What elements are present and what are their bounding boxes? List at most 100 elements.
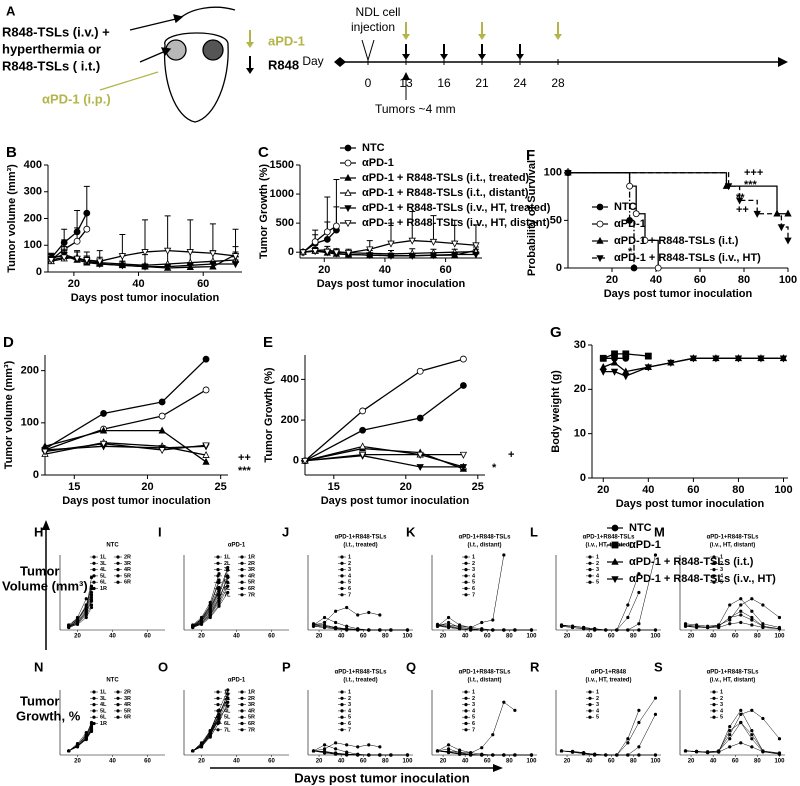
marker	[513, 628, 517, 632]
legend-label: 1L	[224, 554, 231, 560]
legend-marker	[216, 702, 220, 707]
y-tick-label: 50	[550, 214, 562, 226]
marker	[777, 752, 782, 756]
series-line	[304, 358, 464, 462]
marker	[118, 253, 127, 261]
marker	[779, 355, 788, 363]
marker	[89, 603, 94, 607]
series-line	[68, 724, 92, 752]
legend-label: 4R	[248, 708, 255, 714]
series-line	[302, 229, 337, 253]
marker	[75, 620, 80, 625]
legend-label: 7L	[224, 727, 231, 733]
legend-label: 2L	[224, 696, 231, 702]
row-label: Tumor	[20, 563, 59, 578]
legend-label: NTC	[362, 142, 385, 154]
legend-label: 4L	[100, 702, 107, 708]
x-tick-label: 80	[382, 759, 389, 765]
y-tick-label: 0	[556, 262, 562, 274]
panel-label: F	[526, 147, 535, 164]
legend-label: αPD-1	[614, 218, 646, 230]
x-tick-label: 20	[316, 634, 323, 640]
marker	[739, 720, 743, 725]
legend-marker	[92, 574, 96, 578]
marker	[728, 603, 732, 607]
arrow-head	[246, 68, 254, 74]
marker	[593, 753, 597, 757]
legend-label: αPD-1 + R848-TSLs (i.t.)	[629, 556, 754, 568]
legend-marker	[240, 715, 244, 719]
marker	[231, 261, 240, 269]
marker	[75, 617, 80, 621]
annotation: *	[492, 462, 497, 474]
x-tick-label: 100	[774, 759, 785, 765]
legend-marker	[240, 574, 244, 578]
legend-marker	[240, 561, 244, 565]
marker	[99, 426, 108, 434]
y-axis-label: Body weight (g)	[550, 370, 562, 453]
marker	[408, 237, 416, 245]
marker	[469, 750, 473, 755]
arrow-head	[478, 54, 486, 60]
marker	[622, 350, 630, 358]
marker	[637, 572, 641, 576]
marker	[502, 700, 506, 704]
series-line	[192, 716, 220, 752]
y-axis-label: Tumor Growth (%)	[263, 367, 275, 462]
marker	[378, 745, 382, 749]
marker	[332, 222, 340, 230]
legend-marker	[712, 702, 716, 707]
marker	[653, 696, 658, 700]
marker	[208, 613, 212, 617]
y-tick-label: 0	[33, 469, 39, 481]
series-line	[44, 358, 207, 450]
legend-marker	[596, 236, 604, 244]
marker	[89, 728, 94, 732]
marker	[208, 609, 212, 613]
tumor-note: Tumors ~4 mm	[375, 102, 456, 116]
legend-marker	[240, 721, 244, 726]
legend-marker	[344, 205, 352, 213]
marker	[559, 624, 564, 628]
marker	[208, 615, 212, 620]
marker	[344, 249, 353, 257]
marker	[480, 752, 484, 756]
marker	[739, 613, 743, 617]
y-tick-label: 0	[293, 455, 299, 467]
marker	[637, 753, 641, 757]
x-tick-label: 60	[687, 484, 699, 496]
marker	[429, 252, 438, 260]
marker	[99, 440, 108, 448]
ip-label: αPD-1 (i.p.)	[42, 91, 111, 106]
legend-label: 3L	[224, 567, 231, 573]
legend-marker	[92, 567, 96, 572]
legend-marker	[464, 555, 468, 559]
day-label: 13	[399, 76, 413, 90]
legend-label: 4	[472, 708, 476, 714]
marker	[626, 603, 630, 607]
marker	[226, 568, 230, 572]
day-label: 16	[437, 76, 451, 90]
marker	[416, 451, 424, 459]
marker	[118, 262, 127, 270]
panel-title: αPD-1+R848-TSLs	[459, 670, 512, 676]
marker	[610, 368, 619, 376]
marker	[689, 355, 698, 363]
marker	[209, 250, 217, 258]
marker	[502, 628, 506, 632]
marker	[626, 741, 630, 745]
marker	[637, 708, 641, 712]
legend-marker	[92, 690, 96, 694]
marker	[626, 737, 630, 741]
series-line	[304, 445, 464, 468]
marker	[186, 262, 194, 270]
route-label: R848-TSLs (i.v.) +	[2, 24, 110, 39]
legend-marker	[611, 576, 619, 584]
x-tick-label: 80	[630, 634, 637, 640]
annotation: +++	[744, 167, 763, 179]
series-line	[68, 577, 92, 627]
marker	[389, 753, 393, 757]
x-tick-label: 40	[650, 274, 662, 286]
marker	[626, 628, 630, 632]
